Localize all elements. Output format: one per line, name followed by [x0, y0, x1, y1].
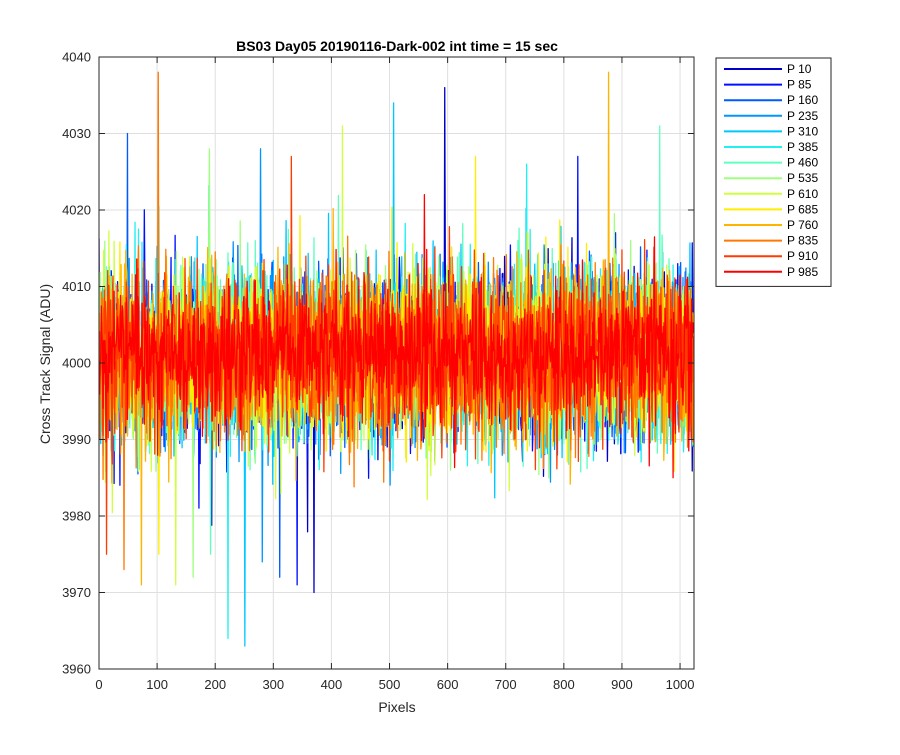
x-tick-label: 600: [437, 677, 459, 692]
series-group: [99, 71, 694, 647]
axes-layer: 0 100 200 300 400 500 600 700 800 900 1000 3960 3970…: [62, 50, 694, 693]
legend-label: P 160: [787, 93, 818, 107]
x-tick-label: 200: [204, 677, 226, 692]
legend-label: P 235: [787, 109, 818, 123]
y-tick-label: 4030: [62, 126, 91, 141]
legend-label: P 460: [787, 156, 818, 170]
x-tick-label: 100: [146, 677, 168, 692]
legend-label: P 385: [787, 140, 818, 154]
legend-label: P 610: [787, 187, 818, 201]
y-tick-label: 3970: [62, 585, 91, 600]
legend-label: P 310: [787, 124, 818, 138]
y-tick-label: 3990: [62, 432, 91, 447]
y-axis-title: Cross Track Signal (ADU): [37, 284, 53, 444]
legend-label: P 685: [787, 202, 818, 216]
legend-label: P 535: [787, 171, 818, 185]
y-tick-label: 4000: [62, 356, 91, 371]
y-tick-label: 4040: [62, 50, 91, 65]
legend-label: P 10: [787, 62, 812, 76]
legend-label: P 85: [787, 78, 812, 92]
y-tick-label: 4010: [62, 279, 91, 294]
x-tick-label: 800: [553, 677, 575, 692]
chart-title: BS03 Day05 20190116-Dark-002 int time = …: [236, 38, 558, 54]
x-axis-title: Pixels: [378, 699, 415, 715]
series-line-p985: [99, 194, 694, 479]
legend-box: [715, 57, 832, 287]
y-tick-label: 4020: [62, 203, 91, 218]
x-tick-label: 300: [262, 677, 284, 692]
plot-layer: [99, 71, 694, 647]
x-tick-label: 700: [495, 677, 517, 692]
x-tick-label: 500: [379, 677, 401, 692]
legend-label: P 835: [787, 234, 818, 248]
x-tick-label: 1000: [666, 677, 695, 692]
legend-label: P 910: [787, 249, 818, 263]
y-tick-label: 3980: [62, 509, 91, 524]
x-tick-label: 0: [95, 677, 102, 692]
legend-label: P 985: [787, 265, 818, 279]
x-tick-label: 900: [611, 677, 633, 692]
y-tick-label: 3960: [62, 662, 91, 677]
x-tick-label: 400: [321, 677, 343, 692]
legend-label: P 760: [787, 218, 818, 232]
